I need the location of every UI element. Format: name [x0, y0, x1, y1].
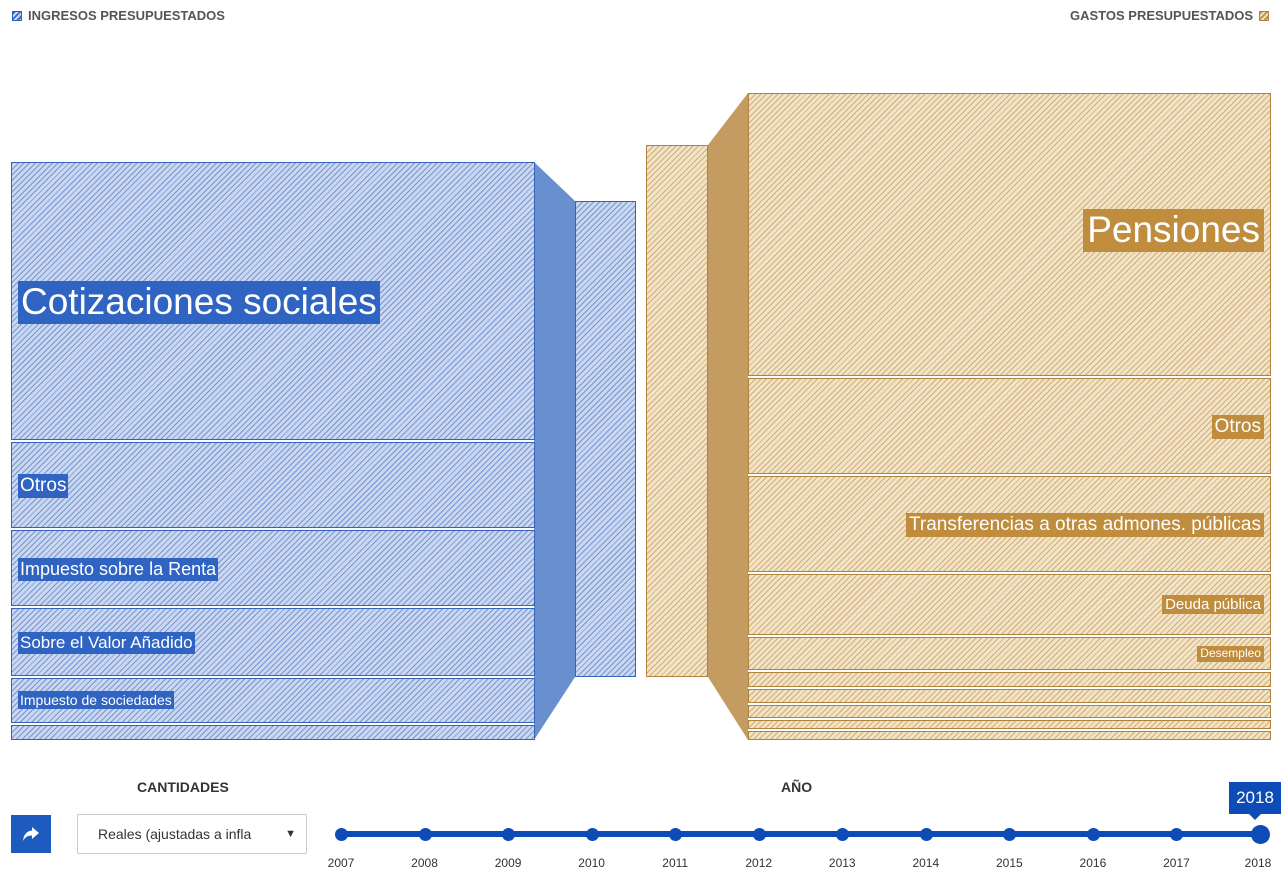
expense-label-deuda: Deuda pública: [1162, 595, 1264, 615]
timeline-year-2009[interactable]: 2009: [494, 856, 522, 870]
expense-block-desempleo[interactable]: Desempleo: [748, 637, 1271, 670]
income-legend-label: INGRESOS PRESUPUESTADOS: [28, 8, 225, 23]
income-label-cotizaciones: Cotizaciones sociales: [18, 281, 380, 324]
ano-title: AÑO: [781, 779, 813, 795]
income-block-small[interactable]: [11, 725, 535, 740]
share-button[interactable]: [11, 815, 51, 853]
timeline-dot-2013[interactable]: [836, 828, 850, 841]
income-label-otros: Otros: [18, 474, 69, 498]
income-block-cotizaciones[interactable]: Cotizaciones sociales: [11, 162, 535, 440]
share-arrow-icon: [23, 827, 39, 841]
timeline-year-2017[interactable]: 2017: [1163, 856, 1190, 870]
expense-legend-label: GASTOS PRESUPUESTADOS: [1070, 8, 1253, 23]
income-label-iva: Sobre el Valor Añadido: [18, 632, 195, 654]
expense-connector: [708, 93, 748, 740]
timeline-dot-2012[interactable]: [752, 828, 766, 841]
timeline-dot-2007[interactable]: [335, 828, 348, 841]
expense-label-transferencias: Transferencias a otras admones. públicas: [905, 513, 1264, 537]
timeline-year-2013[interactable]: 2013: [828, 856, 856, 870]
expense-swatch-icon: [1259, 10, 1269, 21]
income-block-sociedades[interactable]: Impuesto de sociedades: [11, 678, 535, 723]
expense-block-otros[interactable]: Otros: [748, 378, 1271, 474]
selected-year-tooltip: 2018: [1229, 782, 1281, 820]
income-legend: INGRESOS PRESUPUESTADOS: [12, 8, 225, 23]
timeline-year-2018[interactable]: 2018: [1244, 856, 1272, 870]
income-swatch-icon: [12, 10, 22, 21]
timeline-dot-2017[interactable]: [1170, 828, 1184, 841]
expense-total-bar[interactable]: [646, 145, 708, 677]
timeline-year-2007[interactable]: 2007: [327, 856, 355, 870]
expense-block-small-4[interactable]: [748, 720, 1271, 729]
cantidades-select[interactable]: Reales (ajustadas a infla ▼: [77, 814, 307, 854]
income-block-otros[interactable]: Otros: [11, 442, 535, 528]
income-block-renta[interactable]: Impuesto sobre la Renta: [11, 530, 535, 606]
expense-block-small-3[interactable]: [748, 705, 1271, 718]
timeline-year-2012[interactable]: 2012: [745, 856, 773, 870]
expense-label-otros: Otros: [1211, 415, 1264, 439]
year-timeline-track[interactable]: [341, 831, 1261, 837]
income-total-bar[interactable]: [575, 201, 636, 677]
chevron-down-icon: ▼: [285, 828, 296, 840]
timeline-dot-2008[interactable]: [418, 828, 432, 841]
timeline-year-2015[interactable]: 2015: [996, 856, 1023, 870]
timeline-dot-2015[interactable]: [1003, 828, 1017, 841]
timeline-year-2011[interactable]: 2011: [662, 856, 689, 870]
timeline-dot-2014[interactable]: [919, 828, 933, 841]
timeline-dot-2009[interactable]: [502, 828, 516, 841]
timeline-dot-2016[interactable]: [1086, 828, 1100, 841]
expense-block-transferencias[interactable]: Transferencias a otras admones. públicas: [748, 476, 1271, 572]
timeline-dot-2018[interactable]: [1251, 825, 1270, 844]
expense-block-small-1[interactable]: [748, 672, 1271, 687]
timeline-year-2010[interactable]: 2010: [578, 856, 605, 870]
cantidades-select-value: Reales (ajustadas a infla: [98, 826, 252, 842]
expense-label-desempleo: Desempleo: [1197, 646, 1264, 662]
income-block-iva[interactable]: Sobre el Valor Añadido: [11, 608, 535, 676]
expense-label-pensiones: Pensiones: [1083, 209, 1264, 252]
timeline-year-2014[interactable]: 2014: [912, 856, 940, 870]
expense-block-deuda[interactable]: Deuda pública: [748, 574, 1271, 635]
income-label-sociedades: Impuesto de sociedades: [18, 691, 174, 710]
timeline-year-2016[interactable]: 2016: [1079, 856, 1107, 870]
income-label-renta: Impuesto sobre la Renta: [18, 558, 219, 581]
timeline-dot-2010[interactable]: [585, 828, 599, 841]
income-connector: [534, 162, 575, 740]
timeline-dot-2011[interactable]: [669, 828, 683, 841]
expense-block-pensiones[interactable]: Pensiones: [748, 93, 1271, 376]
cantidades-title: CANTIDADES: [137, 779, 229, 795]
expense-block-small-5[interactable]: [748, 731, 1271, 740]
timeline-year-2008[interactable]: 2008: [411, 856, 438, 870]
expense-legend: GASTOS PRESUPUESTADOS: [1070, 8, 1269, 23]
expense-block-small-2[interactable]: [748, 689, 1271, 703]
